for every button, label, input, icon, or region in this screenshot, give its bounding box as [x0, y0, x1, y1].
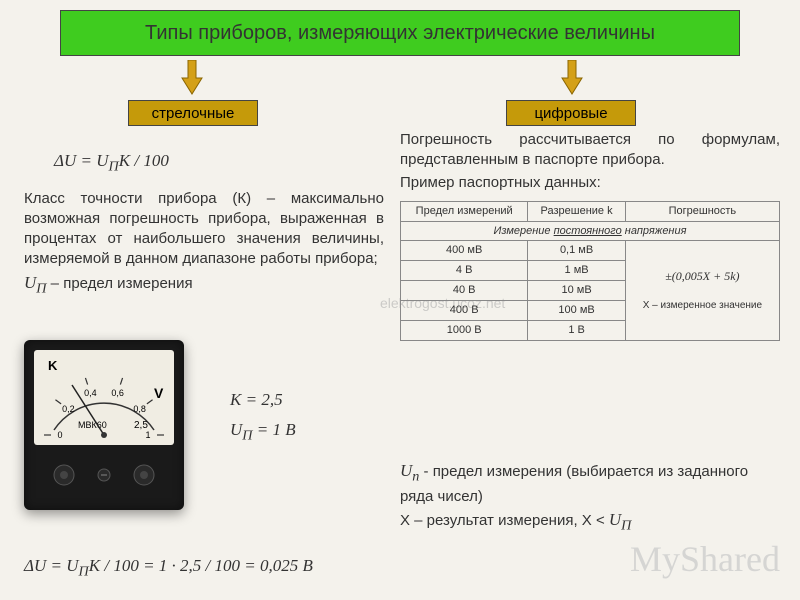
meter-model: МВК60 — [78, 420, 107, 430]
branch-right: цифровые — [506, 100, 636, 126]
k-equations: K = 2,5 UП = 1 В — [230, 390, 296, 444]
meter-image: 0 0,2 0,4 0,6 0,8 1 K V МВК60 2,5 — [24, 340, 184, 510]
arrow-left-icon — [180, 60, 204, 96]
left-column: ΔU = UПK / 100 Класс точности прибора (К… — [24, 144, 384, 298]
watermark: MyShared — [630, 538, 780, 580]
branch-right-label: цифровые — [534, 105, 607, 122]
svg-text:0,2: 0,2 — [62, 404, 75, 414]
svg-text:0,8: 0,8 — [133, 404, 146, 414]
arrow-right-icon — [560, 60, 584, 96]
branch-left-label: стрелочные — [152, 105, 235, 122]
col-limit: Предел измерений — [401, 201, 528, 221]
x-note: X – результат измерения, X < UП — [400, 509, 780, 536]
svg-text:0,4: 0,4 — [84, 388, 97, 398]
formula-bottom: ΔU = UПK / 100 = 1 · 2,5 / 100 = 0,025 В — [24, 556, 313, 580]
tbl-subhead: Измерение постоянного напряжения — [401, 221, 780, 241]
right-column: Погрешность рассчитывается по формулам, … — [400, 130, 780, 341]
formula-delta-u: ΔU = UПK / 100 — [54, 150, 384, 177]
error-cell: ±(0,005X + 5k) X – измеренное значение — [625, 241, 779, 340]
class-accuracy-text: Класс точности прибора (К) – максимально… — [24, 189, 384, 270]
col-resolution: Разрешение k — [528, 201, 625, 221]
col-error: Погрешность — [625, 201, 779, 221]
svg-text:0: 0 — [57, 430, 62, 440]
up-note: Uп - предел измерения (выбирается из зад… — [400, 460, 780, 507]
svg-text:1: 1 — [145, 430, 150, 440]
k-value: K = 2,5 — [230, 390, 296, 410]
branch-left: стрелочные — [128, 100, 258, 126]
passport-label: Пример паспортных данных: — [400, 173, 780, 193]
table-row: 400 мВ 0,1 мВ ±(0,005X + 5k) X – измерен… — [401, 241, 780, 261]
meter-scale-icon: 0 0,2 0,4 0,6 0,8 1 K V МВК60 2,5 — [34, 350, 174, 445]
title-bar: Типы приборов, измеряющих электрические … — [60, 10, 740, 56]
up-label: UП – предел измерения — [24, 272, 384, 299]
meter-class: 2,5 — [134, 420, 148, 431]
right-bottom-notes: Uп - предел измерения (выбирается из зад… — [400, 460, 780, 535]
svg-text:0,6: 0,6 — [111, 388, 124, 398]
meter-unit: V — [154, 385, 164, 401]
up-value: UП = 1 В — [230, 420, 296, 444]
title-text: Типы приборов, измеряющих электрические … — [145, 22, 655, 45]
meter-terminals-icon — [34, 450, 174, 500]
meter-k-label: K — [48, 358, 58, 373]
right-intro: Погрешность рассчитывается по формулам, … — [400, 130, 780, 171]
passport-table: Предел измерений Разрешение k Погрешност… — [400, 201, 780, 341]
